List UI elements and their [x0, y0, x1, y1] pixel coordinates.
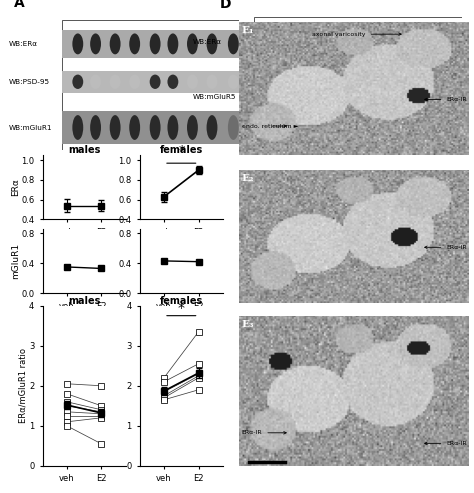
Bar [62, 30, 239, 58]
Title: females: females [160, 145, 203, 155]
Ellipse shape [73, 115, 83, 140]
Ellipse shape [90, 34, 101, 54]
Text: WB:mGluR5: WB:mGluR5 [193, 94, 237, 100]
Ellipse shape [90, 74, 101, 89]
Bar [254, 79, 462, 115]
Bar [62, 111, 239, 144]
Ellipse shape [129, 34, 140, 54]
Ellipse shape [109, 115, 120, 140]
Ellipse shape [109, 74, 120, 89]
Ellipse shape [187, 74, 198, 89]
Ellipse shape [413, 31, 432, 53]
Ellipse shape [207, 34, 218, 54]
Text: E₁: E₁ [242, 26, 254, 35]
Ellipse shape [73, 34, 83, 54]
Ellipse shape [267, 83, 286, 111]
Text: ERα-IR: ERα-IR [425, 97, 467, 102]
Title: males: males [68, 296, 100, 306]
Ellipse shape [167, 34, 178, 54]
Text: endo. reticulum ►: endo. reticulum ► [242, 124, 298, 129]
Ellipse shape [302, 83, 321, 111]
Ellipse shape [167, 74, 178, 89]
Ellipse shape [73, 74, 83, 89]
Ellipse shape [267, 31, 286, 53]
Ellipse shape [228, 115, 239, 140]
Text: *: * [178, 301, 185, 315]
Ellipse shape [207, 115, 218, 140]
Text: axonal varicosity: axonal varicosity [312, 32, 401, 36]
Ellipse shape [369, 31, 388, 53]
Y-axis label: ERα: ERα [11, 178, 20, 196]
Text: *: * [178, 144, 184, 157]
Text: IP:mGluR5: IP:mGluR5 [258, 141, 296, 147]
Text: ERα-IR: ERα-IR [425, 245, 467, 250]
Text: A: A [14, 0, 24, 10]
Bar [62, 70, 239, 93]
Text: WB:ERα: WB:ERα [9, 41, 38, 47]
Ellipse shape [129, 74, 140, 89]
Ellipse shape [150, 34, 161, 54]
Text: E₃: E₃ [242, 320, 254, 329]
Text: WB:PSD-95: WB:PSD-95 [9, 79, 50, 85]
Text: E₂: E₂ [242, 174, 254, 183]
Text: WB:ERα: WB:ERα [193, 38, 222, 45]
Ellipse shape [150, 115, 161, 140]
Ellipse shape [187, 34, 198, 54]
Text: D: D [220, 0, 232, 11]
Text: IP:mGluR1: IP:mGluR1 [65, 164, 103, 170]
Ellipse shape [187, 115, 198, 140]
Text: WB:mGluR1: WB:mGluR1 [9, 125, 53, 131]
Ellipse shape [129, 115, 140, 140]
Ellipse shape [150, 74, 161, 89]
Y-axis label: ERα/mGluR1 ratio: ERα/mGluR1 ratio [18, 348, 27, 423]
Ellipse shape [302, 31, 321, 53]
Text: ERα-IR: ERα-IR [242, 430, 286, 435]
Y-axis label: mGluR1: mGluR1 [11, 243, 20, 280]
Ellipse shape [369, 83, 388, 111]
Text: ERα-IR: ERα-IR [425, 441, 467, 446]
Title: males: males [68, 145, 100, 155]
Ellipse shape [413, 83, 432, 111]
Ellipse shape [90, 115, 101, 140]
Ellipse shape [167, 115, 178, 140]
Bar [254, 27, 462, 56]
Ellipse shape [207, 74, 218, 89]
Ellipse shape [109, 34, 120, 54]
Title: females: females [160, 296, 203, 306]
Ellipse shape [228, 74, 239, 89]
Ellipse shape [228, 34, 239, 54]
